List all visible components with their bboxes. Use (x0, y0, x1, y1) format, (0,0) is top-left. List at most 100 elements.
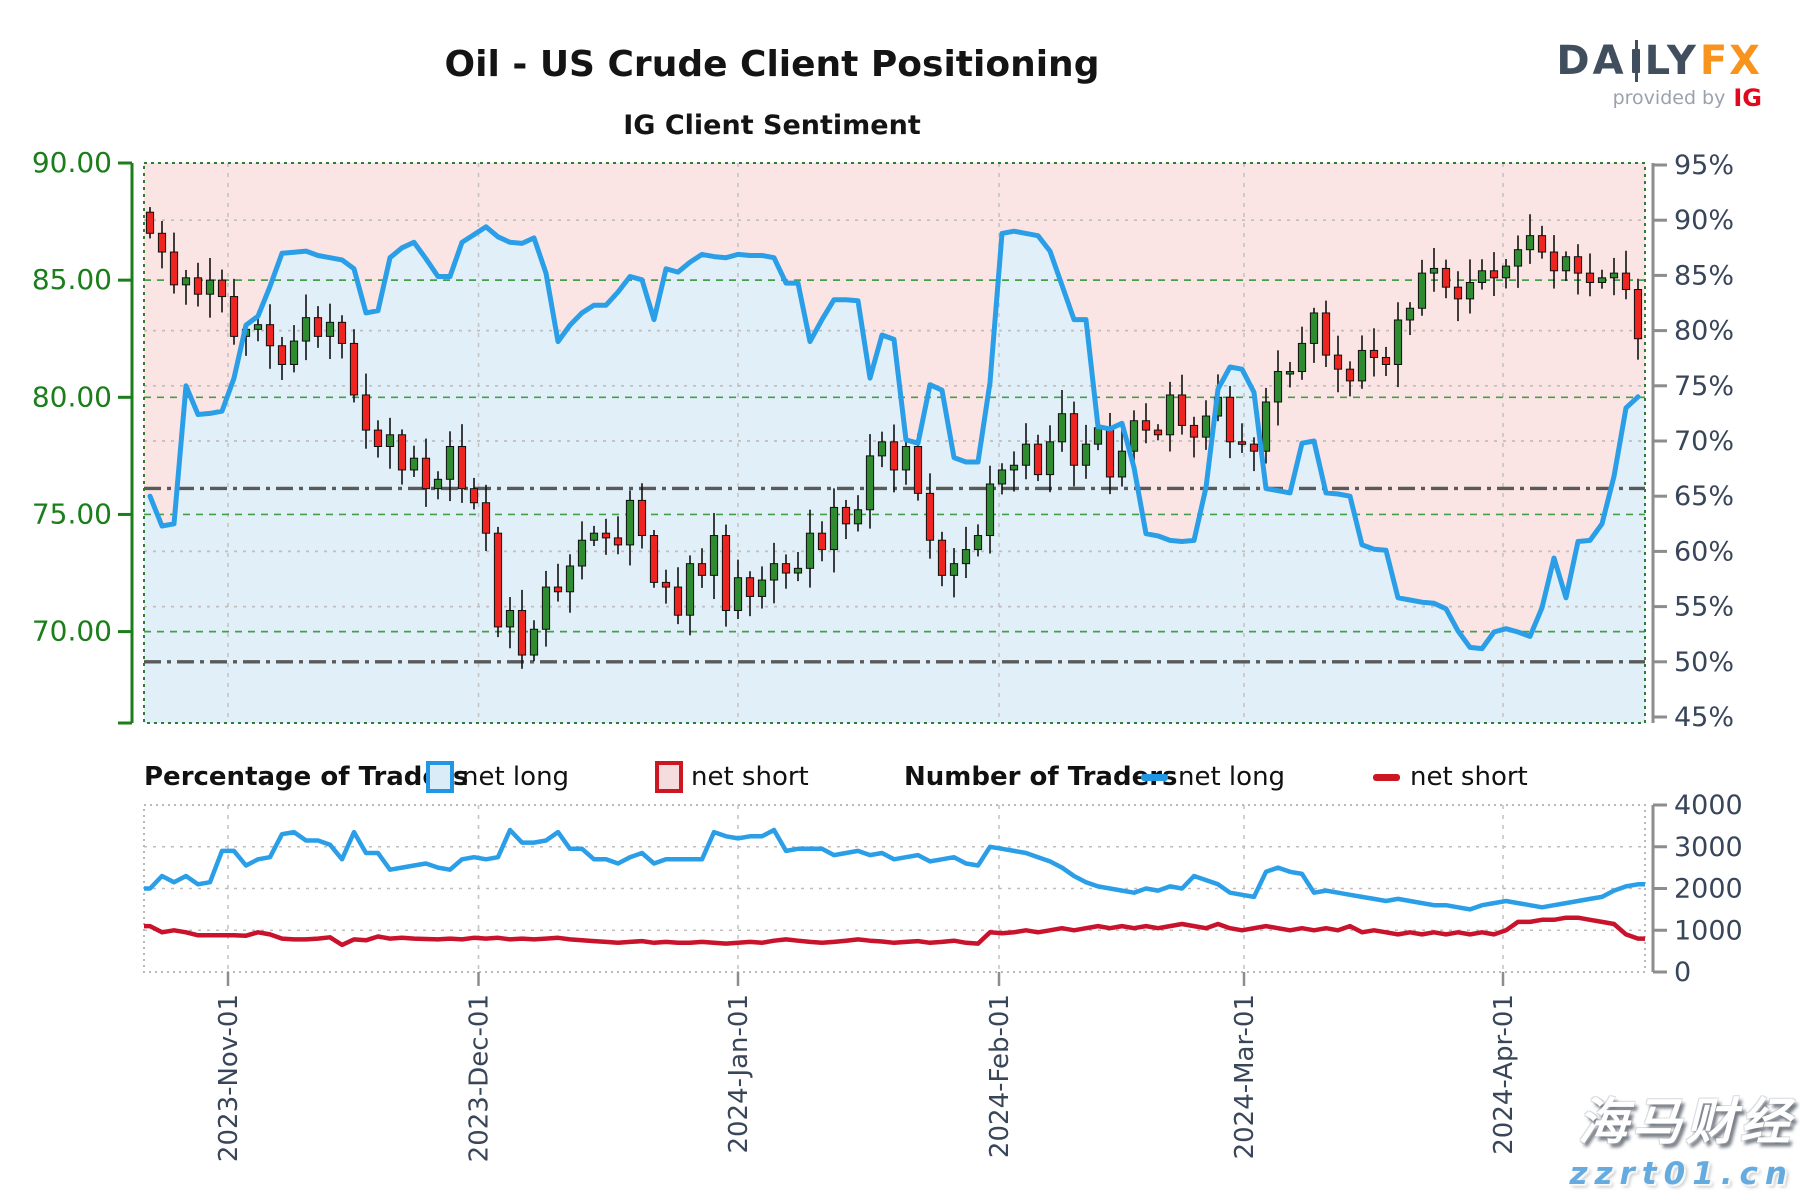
price-candles (145, 207, 1643, 669)
page-title: Oil - US Crude Client Positioning (444, 44, 1100, 85)
svg-text:60%: 60% (1674, 536, 1734, 567)
candle-up (1465, 281, 1475, 300)
candle-down (457, 446, 467, 490)
logo-text-fx: FX (1699, 38, 1762, 84)
candle-up (1021, 443, 1031, 466)
svg-text:80%: 80% (1674, 316, 1734, 347)
candle-down (1549, 251, 1559, 272)
candle-up (1357, 349, 1367, 382)
main-plot-border (143, 162, 1646, 724)
candle-down (1573, 256, 1583, 274)
candle-down (1237, 441, 1247, 445)
candle-down (1369, 349, 1379, 358)
svg-text:2023-Dec-01: 2023-Dec-01 (465, 994, 495, 1162)
candle-down (661, 581, 671, 588)
candle-down (1585, 272, 1595, 283)
candle-up (961, 549, 971, 565)
candle-up (289, 340, 299, 365)
svg-text:2000: 2000 (1674, 874, 1743, 905)
candle-down (1321, 312, 1331, 356)
candle-down (169, 251, 179, 286)
candle-up (1093, 427, 1103, 445)
candle-down (469, 488, 479, 504)
candle-up (829, 506, 839, 551)
candle-down (349, 342, 359, 396)
candle-up (757, 579, 767, 597)
candle-up (433, 478, 443, 490)
svg-text:2024-Feb-01: 2024-Feb-01 (985, 994, 1015, 1158)
logo-text-da: DA (1556, 38, 1627, 84)
candle-up (1129, 420, 1139, 452)
candle-up (1501, 265, 1511, 279)
svg-text:3000: 3000 (1674, 832, 1743, 863)
candle-up (1261, 401, 1271, 452)
sentiment-net-long-line (147, 224, 1641, 652)
svg-text:2024-Mar-01: 2024-Mar-01 (1230, 994, 1260, 1159)
traders-lines (144, 827, 1645, 948)
candle-down (1249, 443, 1259, 452)
candle-down (193, 277, 203, 295)
candle-up (1477, 270, 1487, 283)
candle-up (385, 434, 395, 448)
candle-down (1333, 354, 1343, 370)
candle-down (1033, 443, 1043, 476)
candle-up (877, 441, 887, 457)
candle-down (361, 394, 371, 431)
legend-pct-net-short: net short (655, 760, 809, 794)
legend-percentage-title: Percentage of Traders (144, 762, 469, 792)
legend-pct-net-long: net long (426, 760, 569, 794)
candle-down (889, 441, 899, 471)
dailyfx-wordmark: DA LY FX (1552, 40, 1762, 82)
candle-down (1153, 429, 1163, 436)
svg-text:85%: 85% (1674, 260, 1734, 291)
candle-up (901, 446, 911, 471)
svg-text:70.00: 70.00 (32, 615, 112, 648)
candle-up (733, 577, 743, 612)
candle-up (565, 565, 575, 593)
candle-down (613, 537, 623, 546)
logo-tagline: provided by IG (1552, 84, 1762, 112)
candle-down (397, 434, 407, 471)
legend-num-net-short: net short (1373, 760, 1528, 794)
svg-text:90.00: 90.00 (32, 146, 112, 179)
traders-gridlines (143, 804, 1646, 973)
candle-up (973, 535, 983, 551)
chart-subtitle: IG Client Sentiment (623, 110, 921, 141)
candle-up (589, 532, 599, 541)
candle-up (1513, 249, 1523, 267)
candle-up (1597, 277, 1607, 283)
candle-down (277, 345, 287, 365)
candle-down (229, 296, 239, 337)
traders-net-long-line (144, 827, 1645, 912)
candle-up (301, 317, 311, 342)
candle-up (1429, 267, 1439, 274)
svg-text:80.00: 80.00 (32, 380, 112, 413)
candle-up (1201, 415, 1211, 438)
provided-by-text: provided by (1612, 87, 1726, 109)
candle-down (1537, 235, 1547, 253)
svg-text:2023-Nov-01: 2023-Nov-01 (214, 994, 244, 1162)
candle-down (697, 563, 707, 576)
svg-text:1000: 1000 (1674, 915, 1743, 946)
svg-text:2024-Apr-01: 2024-Apr-01 (1489, 994, 1519, 1155)
candle-up (1165, 394, 1175, 436)
candle-down (817, 532, 827, 551)
candle-up (1117, 450, 1127, 478)
candle-down (313, 317, 323, 337)
candle-up (577, 539, 587, 567)
candle-up (1057, 413, 1067, 443)
svg-text:0: 0 (1674, 957, 1691, 988)
candle-down (781, 563, 791, 574)
candle-down (637, 499, 647, 537)
candle-down (1453, 286, 1463, 300)
candle-up (865, 455, 875, 511)
svg-text:55%: 55% (1674, 592, 1734, 623)
price-axis-left: 90.00 85.00 80.00 75.00 70.00 (32, 146, 134, 725)
candle-up (625, 499, 635, 546)
candle-up (1525, 235, 1535, 251)
candle-up (1045, 441, 1055, 476)
candle-down (421, 457, 431, 490)
candle-down (481, 502, 491, 534)
